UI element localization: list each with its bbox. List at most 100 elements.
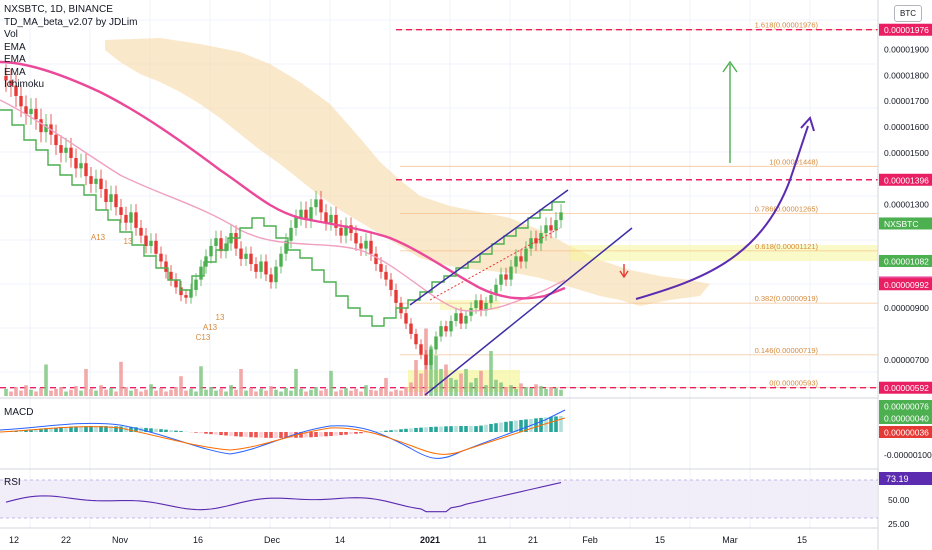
candle-body (109, 194, 113, 202)
macd-bar (354, 432, 358, 434)
signal-line (0, 417, 566, 455)
volume-bar (139, 391, 143, 396)
candle-body (369, 240, 373, 254)
volume-bar (364, 385, 368, 396)
candle-body (219, 238, 223, 252)
candle-body (44, 124, 48, 133)
ichimoku-cloud (105, 38, 710, 306)
candle-body (429, 349, 433, 365)
price-axis[interactable]: 0.00001900 0.00001800 0.00001700 0.00001600… (884, 44, 932, 529)
volume-bar (49, 390, 53, 396)
macd-bar (519, 419, 523, 432)
volume-bar (509, 385, 513, 396)
macd-bar (409, 428, 413, 432)
macd-bar (149, 428, 153, 432)
macd-bar (194, 432, 198, 433)
candle-body (384, 271, 388, 280)
macd-label[interactable]: MACD (4, 407, 34, 418)
x-tick-label: Mar (722, 535, 738, 545)
volume-bar (519, 383, 523, 396)
volume-bar (544, 388, 548, 396)
macd-bar (144, 427, 148, 432)
macd-bar (219, 432, 223, 436)
candle-body (414, 333, 418, 345)
macd-panel (9, 415, 563, 438)
volume-bar (324, 388, 328, 396)
macd-bar (504, 421, 508, 432)
macd-bar (384, 430, 388, 432)
candle-body (169, 271, 173, 280)
volume-bar (304, 391, 308, 396)
candle-body (514, 256, 518, 267)
volume-bar (429, 346, 433, 396)
volume-bar (494, 379, 498, 396)
volume-bar (314, 387, 318, 396)
candle-body (164, 261, 168, 272)
indicator-ema-2[interactable]: EMA (4, 54, 26, 65)
macd-bar (449, 426, 453, 432)
volume-bar (274, 389, 278, 396)
candle-body (104, 189, 108, 202)
volume-bar (464, 369, 468, 396)
currency-button[interactable]: BTC (894, 5, 922, 22)
volume-bar (499, 382, 503, 396)
volume-bar (239, 369, 243, 396)
x-tick-label: 21 (528, 535, 538, 545)
legend: NXSBTC, 1D, BINANCE TD_MA_beta_v2.07 by … (4, 4, 137, 92)
indicator-ema-3[interactable]: EMA (4, 66, 26, 78)
macd-bar (94, 426, 98, 432)
volume-bar (69, 389, 73, 396)
volume-bar (369, 389, 373, 396)
volume-bar (84, 369, 88, 396)
indicator-ema-1[interactable]: EMA (4, 41, 26, 53)
indicator-vol[interactable]: Vol (4, 29, 18, 40)
candle-body (474, 300, 478, 309)
volume-bar (299, 388, 303, 396)
candle-body (484, 302, 488, 311)
indicator-ichimoku[interactable]: Ichimoku (4, 79, 45, 90)
macd-bar (269, 432, 273, 438)
volume-bar (219, 388, 223, 396)
macd-bar (279, 432, 283, 438)
macd-bar (44, 428, 48, 432)
price-tag-label: 0.00000992 (884, 280, 929, 290)
candle-body (449, 320, 453, 332)
x-tick-label: 15 (797, 535, 807, 545)
macd-bar (229, 432, 233, 436)
macd-bar (244, 432, 248, 437)
candle-body (299, 209, 303, 218)
macd-bar (484, 424, 488, 432)
time-axis[interactable]: 12 22 Nov 16 Dec 14 2021 11 21 Feb 15 Mar 15 (9, 535, 807, 545)
volume-bar (24, 385, 28, 396)
td-annotation: 13 (216, 313, 225, 322)
volume-bar (534, 384, 538, 396)
candle-body (69, 147, 73, 159)
candle-body (184, 295, 188, 298)
channel-upper (409, 189, 569, 306)
macd-bar (129, 426, 133, 432)
volume-bar (204, 389, 208, 396)
candle-body (319, 199, 323, 213)
rsi-label[interactable]: RSI (4, 477, 21, 488)
volume-bar (319, 390, 323, 396)
rsi-tick-label: 25.00 (888, 519, 910, 529)
macd-bar (289, 432, 293, 438)
candle-body (244, 253, 248, 259)
indicator-td-ma[interactable]: TD_MA_beta_v2.07 by JDLim (4, 16, 138, 28)
volume-bar (374, 390, 378, 396)
candle-body (79, 163, 83, 169)
candle-body (194, 279, 198, 290)
macd-price-tag-label: 0.00000040 (884, 414, 929, 424)
volume-bar (524, 387, 528, 396)
y-tick-label: 0.00001300 (884, 200, 929, 210)
macd-bar (174, 430, 178, 432)
candle-body (464, 315, 468, 324)
volume-bar (154, 390, 158, 396)
rsi-tag-label: 73.19 (886, 474, 909, 484)
volume-bars (4, 328, 563, 396)
macd-price-tag (879, 400, 932, 412)
macd-bar (79, 426, 83, 432)
macd-bar (34, 429, 38, 432)
symbol-title[interactable]: NXSBTC, 1D, BINANCE (4, 4, 113, 15)
